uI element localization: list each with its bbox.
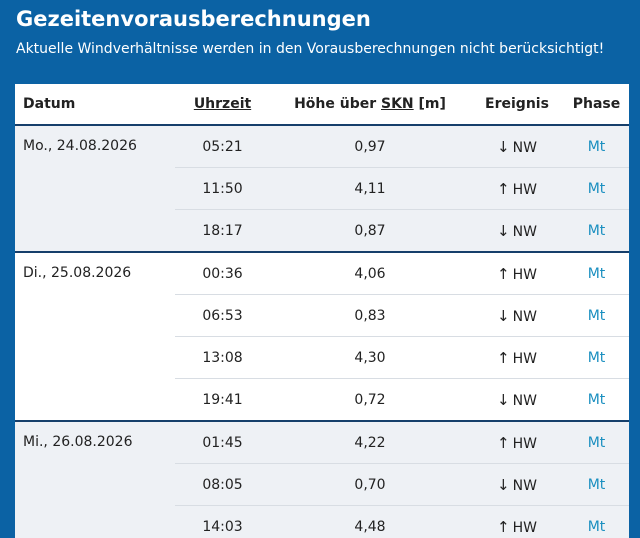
phase-link[interactable]: Mt bbox=[587, 518, 606, 535]
table-row: 00:36 4,06 ↑ HW Mt bbox=[175, 253, 629, 295]
column-header-height-skn[interactable]: SKN bbox=[381, 96, 414, 112]
time-cell: 13:08 bbox=[202, 349, 243, 366]
phase-link[interactable]: Mt bbox=[587, 265, 606, 282]
time-cell: 08:05 bbox=[202, 476, 243, 493]
event-cell: ↓ NW bbox=[470, 476, 564, 494]
arrow-down-icon: ↓ bbox=[497, 221, 510, 240]
table-row: 14:03 4,48 ↑ HW Mt bbox=[175, 506, 629, 538]
height-cell: 0,70 bbox=[354, 476, 386, 493]
event-label: HW bbox=[512, 266, 537, 283]
date-group-rows: 05:21 0,97 ↓ NW Mt 11:50 4,11 ↑ HW Mt 18:17 0,87 ↓ NW… bbox=[175, 126, 629, 251]
height-cell: 4,30 bbox=[354, 349, 386, 366]
event-cell: ↑ HW bbox=[470, 349, 564, 367]
event-label: HW bbox=[512, 519, 537, 536]
arrow-up-icon: ↑ bbox=[497, 264, 510, 283]
time-cell: 11:50 bbox=[202, 180, 243, 197]
time-cell: 14:03 bbox=[202, 518, 243, 535]
column-header-phase: Phase bbox=[572, 96, 621, 112]
page-header: Gezeitenvorausberechnungen Aktuelle Wind… bbox=[0, 0, 640, 78]
event-label: NW bbox=[512, 139, 537, 156]
table-row: 11:50 4,11 ↑ HW Mt bbox=[175, 168, 629, 210]
phase-link[interactable]: Mt bbox=[587, 349, 606, 366]
time-cell: 19:41 bbox=[202, 391, 243, 408]
event-label: NW bbox=[512, 308, 537, 325]
table-body: Mo., 24.08.2026 05:21 0,97 ↓ NW Mt 11:50 4,11 ↑ H… bbox=[15, 126, 629, 538]
event-cell: ↑ HW bbox=[470, 180, 564, 198]
date-group: Mi., 26.08.2026 01:45 4,22 ↑ HW Mt 08:05 0,70 ↓ N… bbox=[15, 422, 629, 538]
event-label: HW bbox=[512, 435, 537, 452]
date-cell: Di., 25.08.2026 bbox=[23, 265, 132, 281]
event-label: HW bbox=[512, 350, 537, 367]
column-header-height: Höhe über SKN [m] bbox=[270, 96, 470, 112]
event-cell: ↓ NW bbox=[470, 222, 564, 240]
date-cell: Mi., 26.08.2026 bbox=[23, 434, 133, 450]
event-cell: ↓ NW bbox=[470, 138, 564, 156]
column-header-event: Ereignis bbox=[485, 96, 549, 112]
column-header-date: Datum bbox=[23, 96, 76, 112]
time-cell: 18:17 bbox=[202, 222, 243, 239]
arrow-down-icon: ↓ bbox=[497, 306, 510, 325]
event-cell: ↑ HW bbox=[470, 265, 564, 283]
table-row: 13:08 4,30 ↑ HW Mt bbox=[175, 337, 629, 379]
date-cell: Mo., 24.08.2026 bbox=[23, 138, 137, 154]
event-label: HW bbox=[512, 181, 537, 198]
page-title: Gezeitenvorausberechnungen bbox=[16, 7, 371, 31]
column-header-height-prefix: Höhe über bbox=[294, 96, 377, 112]
phase-link[interactable]: Mt bbox=[587, 434, 606, 451]
height-cell: 0,97 bbox=[354, 138, 386, 155]
event-cell: ↑ HW bbox=[470, 518, 564, 536]
event-label: NW bbox=[512, 477, 537, 494]
height-cell: 0,72 bbox=[354, 391, 386, 408]
phase-link[interactable]: Mt bbox=[587, 180, 606, 197]
time-cell: 05:21 bbox=[202, 138, 243, 155]
arrow-down-icon: ↓ bbox=[497, 137, 510, 156]
event-cell: ↓ NW bbox=[470, 391, 564, 409]
height-cell: 4,06 bbox=[354, 265, 386, 282]
height-cell: 0,83 bbox=[354, 307, 386, 324]
height-cell: 4,22 bbox=[354, 434, 386, 451]
height-cell: 0,87 bbox=[354, 222, 386, 239]
event-cell: ↓ NW bbox=[470, 307, 564, 325]
arrow-up-icon: ↑ bbox=[497, 348, 510, 367]
table-row: 18:17 0,87 ↓ NW Mt bbox=[175, 210, 629, 251]
time-cell: 01:45 bbox=[202, 434, 243, 451]
event-label: NW bbox=[512, 223, 537, 240]
table-row: 01:45 4,22 ↑ HW Mt bbox=[175, 422, 629, 464]
date-group: Mo., 24.08.2026 05:21 0,97 ↓ NW Mt 11:50 4,11 ↑ H… bbox=[15, 126, 629, 253]
event-cell: ↑ HW bbox=[470, 434, 564, 452]
column-header-time[interactable]: Uhrzeit bbox=[193, 96, 252, 112]
arrow-up-icon: ↑ bbox=[497, 179, 510, 198]
phase-link[interactable]: Mt bbox=[587, 222, 606, 239]
arrow-down-icon: ↓ bbox=[497, 475, 510, 494]
table-row: 06:53 0,83 ↓ NW Mt bbox=[175, 295, 629, 337]
table-row: 05:21 0,97 ↓ NW Mt bbox=[175, 126, 629, 168]
height-cell: 4,11 bbox=[354, 180, 386, 197]
arrow-down-icon: ↓ bbox=[497, 390, 510, 409]
phase-link[interactable]: Mt bbox=[587, 476, 606, 493]
event-label: NW bbox=[512, 392, 537, 409]
column-header-height-unit: [m] bbox=[418, 96, 446, 112]
table-header: Datum Uhrzeit Höhe über SKN [m] Ereignis… bbox=[15, 84, 629, 126]
tide-table: Datum Uhrzeit Höhe über SKN [m] Ereignis… bbox=[15, 84, 629, 538]
height-cell: 4,48 bbox=[354, 518, 386, 535]
time-cell: 06:53 bbox=[202, 307, 243, 324]
page-subtitle: Aktuelle Windverhältnisse werden in den … bbox=[16, 41, 605, 57]
phase-link[interactable]: Mt bbox=[587, 307, 606, 324]
arrow-up-icon: ↑ bbox=[497, 517, 510, 536]
date-group-rows: 01:45 4,22 ↑ HW Mt 08:05 0,70 ↓ NW Mt 14:03 4,48 ↑ HW… bbox=[175, 422, 629, 538]
arrow-up-icon: ↑ bbox=[497, 433, 510, 452]
table-row: 08:05 0,70 ↓ NW Mt bbox=[175, 464, 629, 506]
table-row: 19:41 0,72 ↓ NW Mt bbox=[175, 379, 629, 420]
time-cell: 00:36 bbox=[202, 265, 243, 282]
date-group: Di., 25.08.2026 00:36 4,06 ↑ HW Mt 06:53 0,83 ↓ N… bbox=[15, 253, 629, 422]
phase-link[interactable]: Mt bbox=[587, 391, 606, 408]
phase-link[interactable]: Mt bbox=[587, 138, 606, 155]
date-group-rows: 00:36 4,06 ↑ HW Mt 06:53 0,83 ↓ NW Mt 13:08 4,30 ↑ HW… bbox=[175, 253, 629, 420]
